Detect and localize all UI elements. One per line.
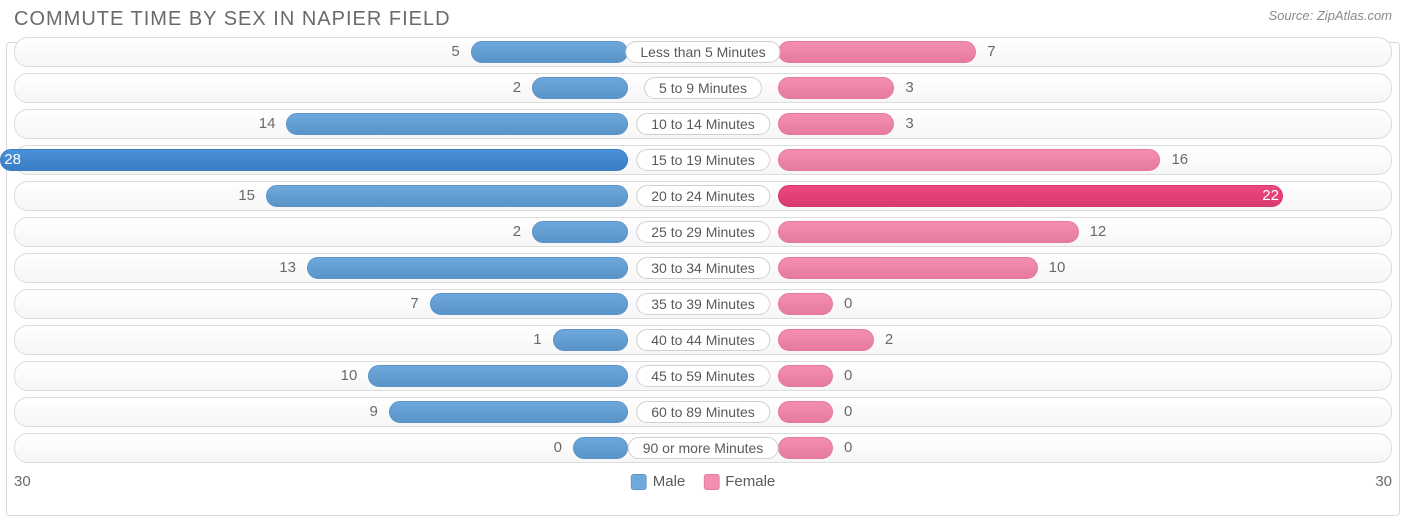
bar-female [778,113,894,135]
category-label: 25 to 29 Minutes [636,221,770,243]
bar-female [778,437,833,459]
chart-row: 2 3 5 to 9 Minutes [14,73,1392,103]
value-label-female: 0 [836,398,860,428]
swatch-male-icon [631,474,647,490]
chart-row: 14 3 10 to 14 Minutes [14,109,1392,139]
value-label-female: 0 [836,362,860,392]
bar-male [471,41,628,63]
value-label-female: 2 [877,326,901,356]
bar-female [778,401,833,423]
chart-source: Source: ZipAtlas.com [1268,8,1392,23]
value-label-female: 0 [836,290,860,320]
axis-max-right: 30 [1375,473,1392,490]
category-label: 60 to 89 Minutes [636,401,770,423]
value-label-male: 0 [546,434,570,464]
value-label-male: 5 [443,38,467,68]
category-label: 40 to 44 Minutes [636,329,770,351]
chart-row: 1 2 40 to 44 Minutes [14,325,1392,355]
bar-male [368,365,628,387]
value-label-male: 9 [361,398,385,428]
bar-male [573,437,628,459]
value-label-female: 16 [1163,146,1196,176]
chart-row: 281615 to 19 Minutes [14,145,1392,175]
category-label: 35 to 39 Minutes [636,293,770,315]
category-label: 10 to 14 Minutes [636,113,770,135]
category-label: 45 to 59 Minutes [636,365,770,387]
value-label-male: 15 [230,182,263,212]
value-label-female: 3 [897,74,921,104]
swatch-female-icon [703,474,719,490]
legend-label-male: Male [653,473,686,490]
value-label-male: 7 [402,290,426,320]
value-label-male: 10 [333,362,366,392]
bar-male [266,185,628,207]
chart-row: 9 0 60 to 89 Minutes [14,397,1392,427]
chart-row: 0 0 90 or more Minutes [14,433,1392,463]
category-label: Less than 5 Minutes [625,41,780,63]
chart-title: COMMUTE TIME BY SEX IN NAPIER FIELD [14,8,451,31]
axis-max-left: 30 [14,473,31,490]
chart-container: COMMUTE TIME BY SEX IN NAPIER FIELD Sour… [0,0,1406,522]
value-label-male: 2 [505,74,529,104]
chart-row: 7 0 35 to 39 Minutes [14,289,1392,319]
value-label-female: 12 [1082,218,1115,248]
value-label-female: 3 [897,110,921,140]
legend-item-female: Female [703,473,775,490]
chart-footer: 30 Male Female 30 [0,469,1406,494]
category-label: 90 or more Minutes [628,437,779,459]
chart-row: 2 12 25 to 29 Minutes [14,217,1392,247]
bar-male [553,329,628,351]
chart-header: COMMUTE TIME BY SEX IN NAPIER FIELD Sour… [0,0,1406,37]
value-label-male: 2 [505,218,529,248]
bar-female [778,77,894,99]
value-label-female: 22 [1254,182,1287,212]
bar-male [0,149,628,171]
bar-male [389,401,628,423]
bar-female [778,329,874,351]
bar-female [778,185,1283,207]
bar-female [778,257,1038,279]
value-label-female: 7 [979,38,1003,68]
value-label-male: 28 [0,146,29,176]
bar-male [286,113,628,135]
chart-rows: 5 7 Less than 5 Minutes 2 3 5 to 9 Minutes 14 3… [0,37,1406,463]
category-label: 20 to 24 Minutes [636,185,770,207]
bar-female [778,41,976,63]
bar-female [778,149,1160,171]
legend: Male Female [631,473,776,490]
bar-female [778,293,833,315]
value-label-female: 10 [1041,254,1074,284]
bar-male [307,257,628,279]
bar-female [778,365,833,387]
bar-male [532,221,628,243]
category-label: 15 to 19 Minutes [636,149,770,171]
legend-item-male: Male [631,473,686,490]
value-label-male: 14 [251,110,284,140]
category-label: 5 to 9 Minutes [644,77,762,99]
bar-male [430,293,628,315]
category-label: 30 to 34 Minutes [636,257,770,279]
legend-label-female: Female [725,473,775,490]
chart-row: 10 0 45 to 59 Minutes [14,361,1392,391]
value-label-male: 1 [525,326,549,356]
value-label-male: 13 [271,254,304,284]
bar-male [532,77,628,99]
chart-row: 5 7 Less than 5 Minutes [14,37,1392,67]
chart-row: 13 10 30 to 34 Minutes [14,253,1392,283]
bar-female [778,221,1079,243]
value-label-female: 0 [836,434,860,464]
chart-row: 15 22 20 to 24 Minutes [14,181,1392,211]
